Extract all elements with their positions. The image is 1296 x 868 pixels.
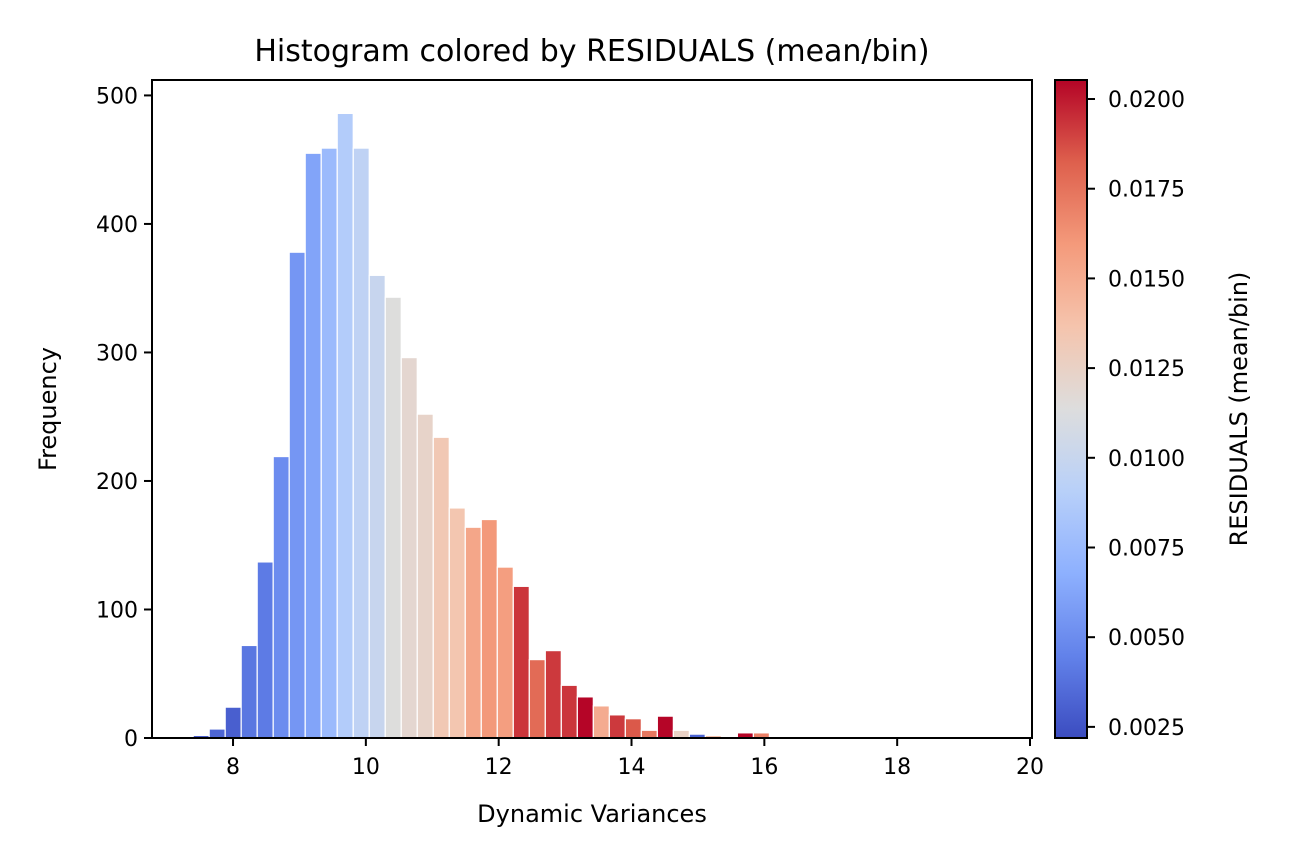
- x-tick-label: 18: [883, 755, 911, 780]
- histogram-bar: [304, 152, 322, 739]
- histogram-bar: [224, 706, 242, 739]
- y-tick-label: 300: [96, 341, 138, 366]
- histogram-bar: [592, 705, 610, 739]
- bars: [192, 112, 803, 739]
- colorbar-tick-label: 0.0150: [1108, 267, 1185, 292]
- histogram-bar: [416, 413, 434, 739]
- histogram-bar: [272, 455, 290, 739]
- histogram-bar: [384, 296, 402, 739]
- chart-title: Histogram colored by RESIDUALS (mean/bin…: [254, 34, 929, 69]
- histogram-bar: [528, 659, 546, 739]
- x-axis-label: Dynamic Variances: [477, 800, 707, 828]
- colorbar-tick-label: 0.0050: [1108, 626, 1185, 651]
- y-axis: 0 100 200 300 400 500: [96, 84, 152, 752]
- x-axis: 8 10 12 14 16 18 20: [226, 738, 1044, 780]
- histogram-bar: [448, 507, 466, 739]
- plot-frame: [151, 79, 1033, 739]
- x-tick-label: 12: [485, 755, 513, 780]
- histogram-bar: [432, 436, 450, 739]
- x-tick-label: 10: [352, 755, 380, 780]
- colorbar-tick-label: 0.0100: [1108, 447, 1185, 472]
- histogram-bar: [544, 650, 562, 739]
- colorbar-tick-label: 0.0175: [1108, 178, 1185, 203]
- histogram-bar: [320, 147, 338, 739]
- y-tick-label: 400: [96, 213, 138, 238]
- histogram-bar: [576, 696, 594, 739]
- histogram-bar: [336, 112, 354, 739]
- x-tick-label: 14: [618, 755, 646, 780]
- colorbar-label: RESIDUALS (mean/bin): [1225, 272, 1253, 547]
- colorbar-tick-label: 0.0075: [1108, 536, 1185, 561]
- x-tick-label: 20: [1016, 755, 1044, 780]
- y-tick-label: 500: [96, 84, 138, 109]
- x-tick-label: 16: [750, 755, 778, 780]
- colorbar-ticks: 0.0025 0.0050 0.0075 0.0100 0.0125 0.0150 0.01…: [1087, 88, 1185, 741]
- histogram-bar: [560, 684, 578, 739]
- colorbar-tick-label: 0.0200: [1108, 88, 1185, 113]
- histogram-bar: [480, 518, 498, 739]
- colorbar: [1054, 79, 1088, 739]
- histogram-bar: [288, 251, 306, 739]
- histogram-bar: [656, 715, 674, 739]
- histogram-bar: [240, 644, 258, 739]
- histogram-bar: [368, 274, 386, 739]
- histogram-bar: [400, 356, 418, 739]
- y-tick-label: 0: [124, 727, 138, 752]
- histogram-bar: [208, 728, 226, 739]
- histogram-bar: [256, 561, 274, 739]
- y-axis-label: Frequency: [34, 347, 62, 471]
- histogram-bar: [464, 526, 482, 739]
- histogram-bar: [512, 585, 530, 739]
- y-tick-label: 100: [96, 598, 138, 623]
- x-tick-label: 8: [226, 755, 240, 780]
- histogram-bar: [352, 147, 370, 739]
- histogram-bar: [640, 729, 658, 739]
- histogram-bar: [672, 729, 690, 739]
- histogram-bar: [624, 718, 642, 739]
- colorbar-tick-label: 0.0025: [1108, 716, 1185, 741]
- histogram-bar: [608, 714, 626, 739]
- histogram-bar: [496, 566, 514, 739]
- y-tick-label: 200: [96, 470, 138, 495]
- colorbar-tick-label: 0.0125: [1108, 357, 1185, 382]
